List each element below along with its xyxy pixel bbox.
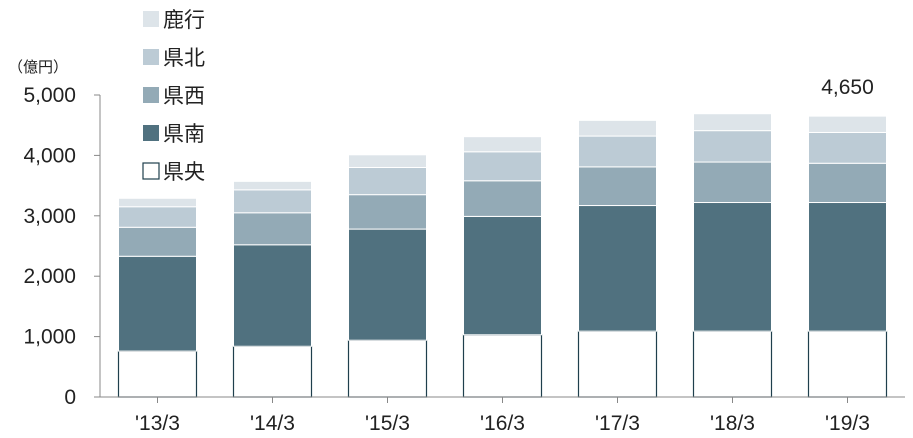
bar-segment xyxy=(118,197,197,208)
x-tick-label: '14/3 xyxy=(250,412,295,435)
y-axis: 0 1,000 2,000 3,000 4,000 5,000 xyxy=(23,84,101,409)
bar-segment xyxy=(692,330,773,398)
bar-segment xyxy=(578,166,657,207)
bar-segment xyxy=(808,202,887,332)
bar-segment xyxy=(118,226,197,257)
bar-segment xyxy=(578,119,657,137)
bar-segment xyxy=(462,334,543,398)
bar-segment xyxy=(577,330,658,398)
bar-segment xyxy=(118,255,197,352)
legend-label: 県央 xyxy=(163,160,205,184)
legend-swatch xyxy=(143,11,159,27)
bar-segment xyxy=(463,151,542,182)
bar-segment xyxy=(233,180,312,191)
bar-segment xyxy=(693,113,772,132)
bar-segment xyxy=(463,215,542,336)
legend-label: 県南 xyxy=(163,122,205,146)
legend-label: 鹿行 xyxy=(163,8,205,32)
bar-segment xyxy=(463,136,542,153)
bar-segment xyxy=(233,189,312,214)
bar-segment xyxy=(347,339,428,398)
legend-swatch xyxy=(143,49,159,65)
legend-label: 県西 xyxy=(163,84,205,108)
bar-segment xyxy=(348,228,427,341)
bar-segment xyxy=(693,130,772,163)
bar-segment xyxy=(808,115,887,133)
bar-segment xyxy=(348,154,427,168)
x-axis: '13/3 '14/3 '15/3 '16/3 '17/3 '18/3 '19/3 xyxy=(100,396,905,435)
bar-segment xyxy=(233,244,312,347)
legend-label: 県北 xyxy=(163,46,205,70)
bar-segment xyxy=(232,345,313,398)
y-tick-label: 1,000 xyxy=(23,326,76,349)
x-tick-label: '19/3 xyxy=(825,412,870,435)
bar-segment xyxy=(578,135,657,168)
bar-segment xyxy=(693,161,772,204)
y-tick-label: 2,000 xyxy=(23,265,76,288)
legend-swatch xyxy=(143,125,159,141)
bar-segment xyxy=(693,202,772,332)
bar-segment xyxy=(807,330,888,398)
y-tick-label: 4,000 xyxy=(23,144,76,167)
bar-segment xyxy=(233,212,312,246)
bar-segment xyxy=(808,162,887,204)
y-tick-label: 5,000 xyxy=(23,84,76,107)
y-axis-unit-label: （億円） xyxy=(8,58,68,76)
bar-segment xyxy=(348,166,427,196)
bar-segment xyxy=(463,180,542,217)
total-value-label: 4,650 xyxy=(821,76,874,99)
bar-segment xyxy=(117,350,198,398)
x-tick-label: '16/3 xyxy=(480,412,525,435)
annotations: 4,650 xyxy=(821,76,874,99)
y-tick-label: 3,000 xyxy=(23,205,76,228)
y-tick-label: 0 xyxy=(64,386,76,409)
x-tick-label: '17/3 xyxy=(595,412,640,435)
x-tick-label: '18/3 xyxy=(710,412,755,435)
x-tick-label: '13/3 xyxy=(135,412,180,435)
x-tick-label: '15/3 xyxy=(365,412,410,435)
bars xyxy=(117,113,888,398)
legend-swatch xyxy=(143,87,159,103)
bar-segment xyxy=(578,205,657,332)
legend-swatch xyxy=(142,162,160,180)
bar-segment xyxy=(118,206,197,228)
bar-segment xyxy=(348,194,427,230)
bar-segment xyxy=(808,131,887,164)
